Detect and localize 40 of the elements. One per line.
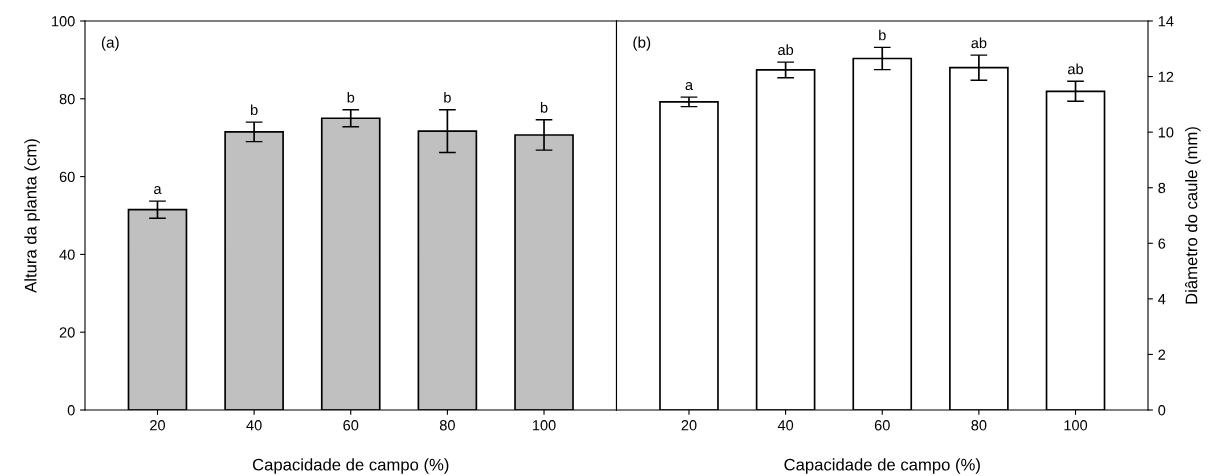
- x-axis-title: Capacidade de campo (%): [252, 458, 449, 474]
- y-tick-label: 40: [59, 249, 75, 260]
- x-tick-label: 80: [439, 420, 455, 431]
- x-tick-label: 20: [681, 420, 697, 431]
- x-tick-label: 80: [971, 420, 987, 431]
- x-tick-label: 60: [343, 420, 359, 431]
- y2-tick-label: 2: [1158, 349, 1166, 360]
- annotation: ab: [971, 37, 987, 49]
- y-axis-title: Altura da planta (cm): [24, 139, 40, 293]
- y-tick-label: 0: [67, 405, 75, 416]
- annotation: a: [154, 186, 162, 195]
- x-tick-label: 40: [777, 420, 794, 431]
- x-tick-label: 100: [532, 420, 556, 431]
- y2-tick-label: 8: [1158, 182, 1166, 194]
- y2-tick-label: 6: [1158, 238, 1166, 249]
- annotation: (b): [633, 36, 651, 51]
- annotation: b: [444, 91, 451, 103]
- annotation: (a): [101, 36, 119, 51]
- annotation: b: [540, 102, 548, 113]
- y2-tick-label: 12: [1158, 71, 1174, 82]
- y2-tick-label: 4: [1158, 294, 1166, 305]
- annotation: b: [347, 91, 355, 103]
- y2-tick-label: 0: [1158, 405, 1166, 416]
- y-tick-label: 20: [59, 327, 75, 338]
- y-tick-label: 100: [52, 16, 75, 27]
- y-tick-label: 80: [59, 93, 75, 105]
- annotation: b: [251, 104, 258, 116]
- y-tick-label: 60: [59, 171, 75, 183]
- annotation: ab: [1068, 63, 1084, 75]
- x-tick-label: 40: [246, 420, 262, 431]
- x-tick-label: 60: [874, 420, 890, 431]
- annotation: b: [879, 29, 886, 41]
- y2-tick-label: 10: [1158, 127, 1174, 138]
- y2-tick-label: 14: [1158, 16, 1174, 27]
- annotation: a: [685, 82, 694, 91]
- x-tick-label: 20: [150, 420, 166, 431]
- x-tick-label: 100: [1064, 420, 1088, 431]
- annotation: ab: [778, 44, 794, 56]
- y2-axis-title: Diâmetro do caule (mm): [1185, 127, 1201, 304]
- x-axis-title: Capacidade de campo (%): [784, 458, 980, 474]
